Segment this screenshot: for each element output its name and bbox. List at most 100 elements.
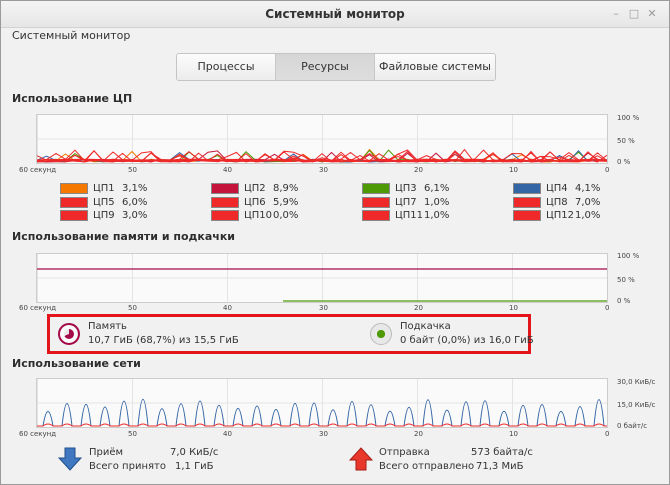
network-graph [36,378,608,428]
receive-label: Приём [89,447,124,458]
tab-filesystems[interactable]: Файловые системы [375,54,495,80]
cpu-section-title: Использование ЦП [12,92,133,105]
tab-processes[interactable]: Процессы [177,54,276,80]
window-title: Системный монитор [265,7,405,21]
cpu-legend-item[interactable]: ЦП2 8,9% [211,183,298,194]
cpu-value: 0,0% [273,210,299,221]
cpu-name: ЦП7 [395,197,417,208]
cpu-value: 6,0% [122,197,148,208]
cpu-x-tick: 10 [509,166,518,174]
cpu-y-tick: 100 % [617,114,640,122]
cpu-history-line [37,149,607,163]
receive-total-label: Всего принято [89,461,166,472]
cpu-color-swatch[interactable] [362,183,390,194]
cpu-legend-item[interactable]: ЦП10 0,0% [211,210,298,221]
cpu-color-swatch[interactable] [513,183,541,194]
receive-total: 1,1 ГиБ [175,461,214,472]
cpu-legend-item[interactable]: ЦП7 1,0% [362,197,449,208]
cpu-color-swatch[interactable] [60,197,88,208]
network-x-tick: 20 [414,430,423,438]
minimize-button[interactable]: – [613,7,619,20]
app-menu[interactable]: Системный монитор [12,29,131,42]
cpu-legend-item[interactable]: ЦП1 3,1% [60,183,147,194]
cpu-legend-item[interactable]: ЦП4 4,1% [513,183,600,194]
cpu-name: ЦП5 [93,197,115,208]
cpu-x-tick: 40 [223,166,232,174]
cpu-legend-item[interactable]: ЦП5 6,0% [60,197,147,208]
cpu-value: 6,1% [424,183,450,194]
download-arrow-icon[interactable] [58,447,82,471]
network-section-title: Использование сети [12,357,141,370]
cpu-color-swatch[interactable] [211,183,239,194]
memory-y-tick: 50 % [617,276,635,284]
cpu-x-tick: 0 [605,166,610,174]
cpu-color-swatch[interactable] [362,197,390,208]
cpu-color-swatch[interactable] [513,210,541,221]
send-total: 71,3 МиБ [476,461,524,472]
cpu-value: 3,1% [122,183,148,194]
cpu-value: 4,1% [575,183,601,194]
network-x-tick: 50 [128,430,137,438]
cpu-color-swatch[interactable] [513,197,541,208]
cpu-name: ЦП2 [244,183,266,194]
swap-usage-pie[interactable] [370,323,392,345]
maximize-button[interactable]: □ [628,7,640,20]
cpu-name: ЦП12 [546,210,575,221]
cpu-value: 7,0% [575,197,601,208]
memory-x-tick: 0 [605,304,610,312]
cpu-name: ЦП8 [546,197,568,208]
cpu-color-swatch[interactable] [362,210,390,221]
cpu-value: 5,9% [273,197,299,208]
memory-x-tick: 40 [223,304,232,312]
cpu-x-tick: 50 [128,166,137,174]
tab-resources[interactable]: Ресурсы [276,54,375,80]
cpu-value: 3,0% [122,210,148,221]
network-y-tick: 15,0 КиБ/с [617,401,656,409]
swap-label: Подкачка [400,321,451,332]
network-y-tick: 0 байт/с [617,422,648,430]
send-total-label: Всего отправлено [379,461,475,472]
cpu-history-line [37,151,607,163]
network-x-tick: 60 секунд [19,430,57,438]
send-history-line [37,423,607,427]
memory-x-tick: 10 [509,304,518,312]
cpu-name: ЦП11 [395,210,424,221]
cpu-x-tick: 20 [414,166,423,174]
cpu-value: 1,0% [575,210,601,221]
cpu-legend-item[interactable]: ЦП11 1,0% [362,210,449,221]
swap-detail: 0 байт (0,0%) из 16,0 ГиБ [400,335,534,346]
cpu-y-tick: 0 % [617,158,631,166]
tab-bar: Процессы Ресурсы Файловые системы [176,53,496,81]
send-label: Отправка [379,447,430,458]
memory-section-title: Использование памяти и подкачки [12,230,236,243]
cpu-legend-item[interactable]: ЦП6 5,9% [211,197,298,208]
memory-usage-pie[interactable] [58,323,80,345]
network-x-tick: 30 [319,430,328,438]
cpu-color-swatch[interactable] [60,210,88,221]
cpu-name: ЦП9 [93,210,115,221]
memory-x-tick: 50 [128,304,137,312]
titlebar[interactable]: Системный монитор – □ ✕ [1,1,669,28]
close-button[interactable]: ✕ [647,7,657,20]
menubar: Системный монитор [1,28,669,46]
cpu-graph [36,114,608,164]
cpu-legend-item[interactable]: ЦП3 6,1% [362,183,449,194]
cpu-value: 8,9% [273,183,299,194]
cpu-legend-item[interactable]: ЦП8 7,0% [513,197,600,208]
memory-y-tick: 100 % [617,252,640,260]
cpu-color-swatch[interactable] [60,183,88,194]
cpu-name: ЦП1 [93,183,115,194]
cpu-color-swatch[interactable] [211,197,239,208]
cpu-legend-item[interactable]: ЦП9 3,0% [60,210,147,221]
memory-x-tick: 20 [414,304,423,312]
upload-arrow-icon[interactable] [349,447,373,471]
cpu-x-tick: 60 секунд [19,166,57,174]
cpu-name: ЦП4 [546,183,568,194]
memory-x-tick: 60 секунд [19,304,57,312]
cpu-legend-item[interactable]: ЦП12 1,0% [513,210,600,221]
cpu-color-swatch[interactable] [211,210,239,221]
memory-graph [36,253,608,303]
network-x-tick: 0 [605,430,610,438]
network-x-tick: 10 [509,430,518,438]
